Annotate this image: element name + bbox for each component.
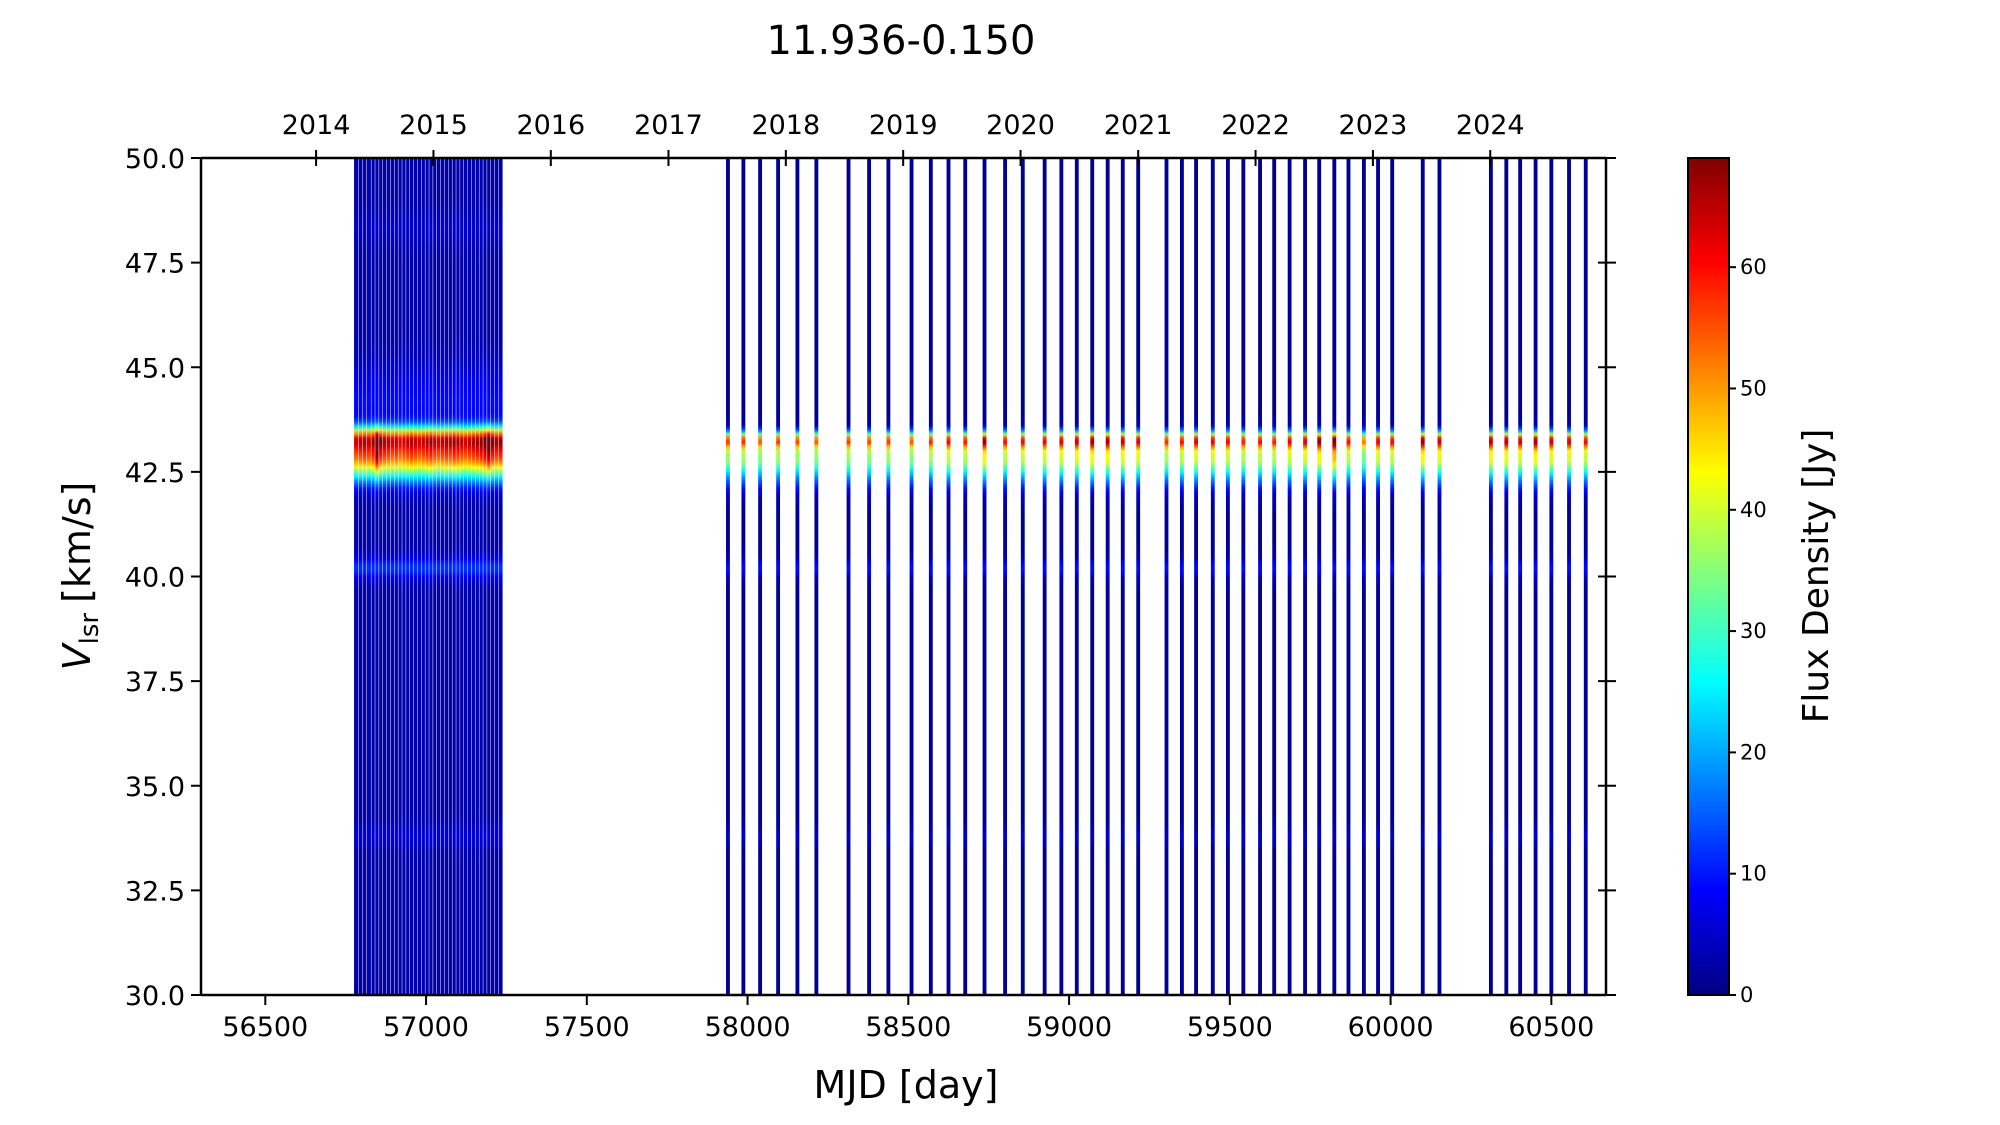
- figure: 11.936-0.150 56500 57000 57500 58000 58500 59…: [55, 18, 1837, 1107]
